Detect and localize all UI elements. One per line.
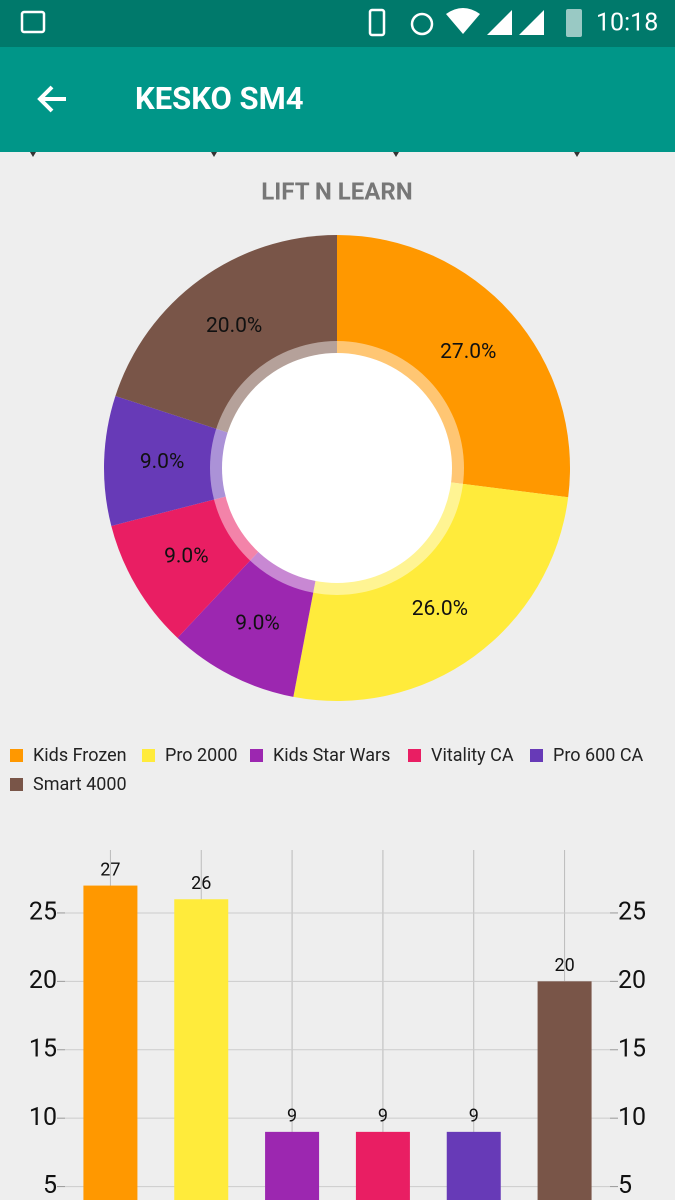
bar xyxy=(83,885,138,1200)
bar-value-label: 20 xyxy=(554,955,574,976)
slice-label: 9.0% xyxy=(235,611,280,635)
legend-label: Vitality CA xyxy=(431,745,514,766)
legend-swatch xyxy=(142,749,155,762)
bar-value-label: 9 xyxy=(469,1106,479,1127)
y-tick-label: 15 xyxy=(29,1034,57,1063)
y2-tick-label: 20 xyxy=(618,966,646,995)
y2-tick-label: 5 xyxy=(618,1171,632,1200)
dropdown-markers xyxy=(30,152,580,157)
bar-value-label: 9 xyxy=(287,1106,297,1127)
signal-icon xyxy=(519,10,544,35)
alarm-icon xyxy=(410,12,434,36)
y-tick-label: 20 xyxy=(29,966,57,995)
legend-label: Pro 2000 xyxy=(165,745,237,766)
marker xyxy=(211,152,217,157)
bar xyxy=(446,1131,501,1200)
legend-label: Smart 4000 xyxy=(33,774,127,795)
app-bar xyxy=(0,47,675,152)
marker xyxy=(393,152,399,157)
slice-label: 27.0% xyxy=(440,340,496,364)
marker xyxy=(574,152,580,157)
pie-title: LIFT N LEARN xyxy=(261,177,412,205)
status-bar xyxy=(0,0,675,47)
bar-value-label: 27 xyxy=(100,859,120,880)
marker xyxy=(30,152,36,157)
legend-label: Kids Star Wars xyxy=(273,745,390,766)
wifi-icon xyxy=(446,8,480,34)
slice-label: 20.0% xyxy=(206,314,262,338)
status-icons xyxy=(20,8,582,37)
bar xyxy=(355,1131,410,1200)
y-tick-label: 10 xyxy=(29,1103,57,1132)
battery-icon xyxy=(566,9,582,37)
bar-value-label: 9 xyxy=(378,1106,388,1127)
legend-swatch xyxy=(530,749,543,762)
legend-swatch xyxy=(408,749,421,762)
y2-tick-label: 10 xyxy=(618,1103,646,1132)
slice-label: 26.0% xyxy=(412,597,468,621)
legend-swatch xyxy=(10,749,23,762)
legend-label: Pro 600 CA xyxy=(553,745,644,766)
slice-label: 9.0% xyxy=(140,450,185,474)
donut-hole xyxy=(222,353,452,583)
y-tick-label: 25 xyxy=(29,898,57,927)
bar-value-label: 26 xyxy=(191,873,211,894)
signal-icon xyxy=(487,10,512,35)
y-tick-label: 5 xyxy=(43,1171,57,1200)
pie-slice xyxy=(104,395,338,526)
legend-swatch xyxy=(10,778,23,791)
status-time: 10:18 xyxy=(596,9,658,38)
legend-label: Kids Frozen xyxy=(33,745,127,766)
y2-tick-label: 15 xyxy=(618,1034,646,1063)
slice-label: 9.0% xyxy=(164,545,209,569)
back-button[interactable] xyxy=(37,85,66,113)
bar xyxy=(537,981,592,1200)
bar xyxy=(174,899,229,1200)
bar xyxy=(265,1131,320,1200)
y2-tick-label: 25 xyxy=(618,898,646,927)
image-icon xyxy=(20,10,46,34)
legend-swatch xyxy=(250,749,263,762)
app-title: KESKO SM4 xyxy=(135,80,304,117)
vibrate-icon xyxy=(368,8,386,37)
